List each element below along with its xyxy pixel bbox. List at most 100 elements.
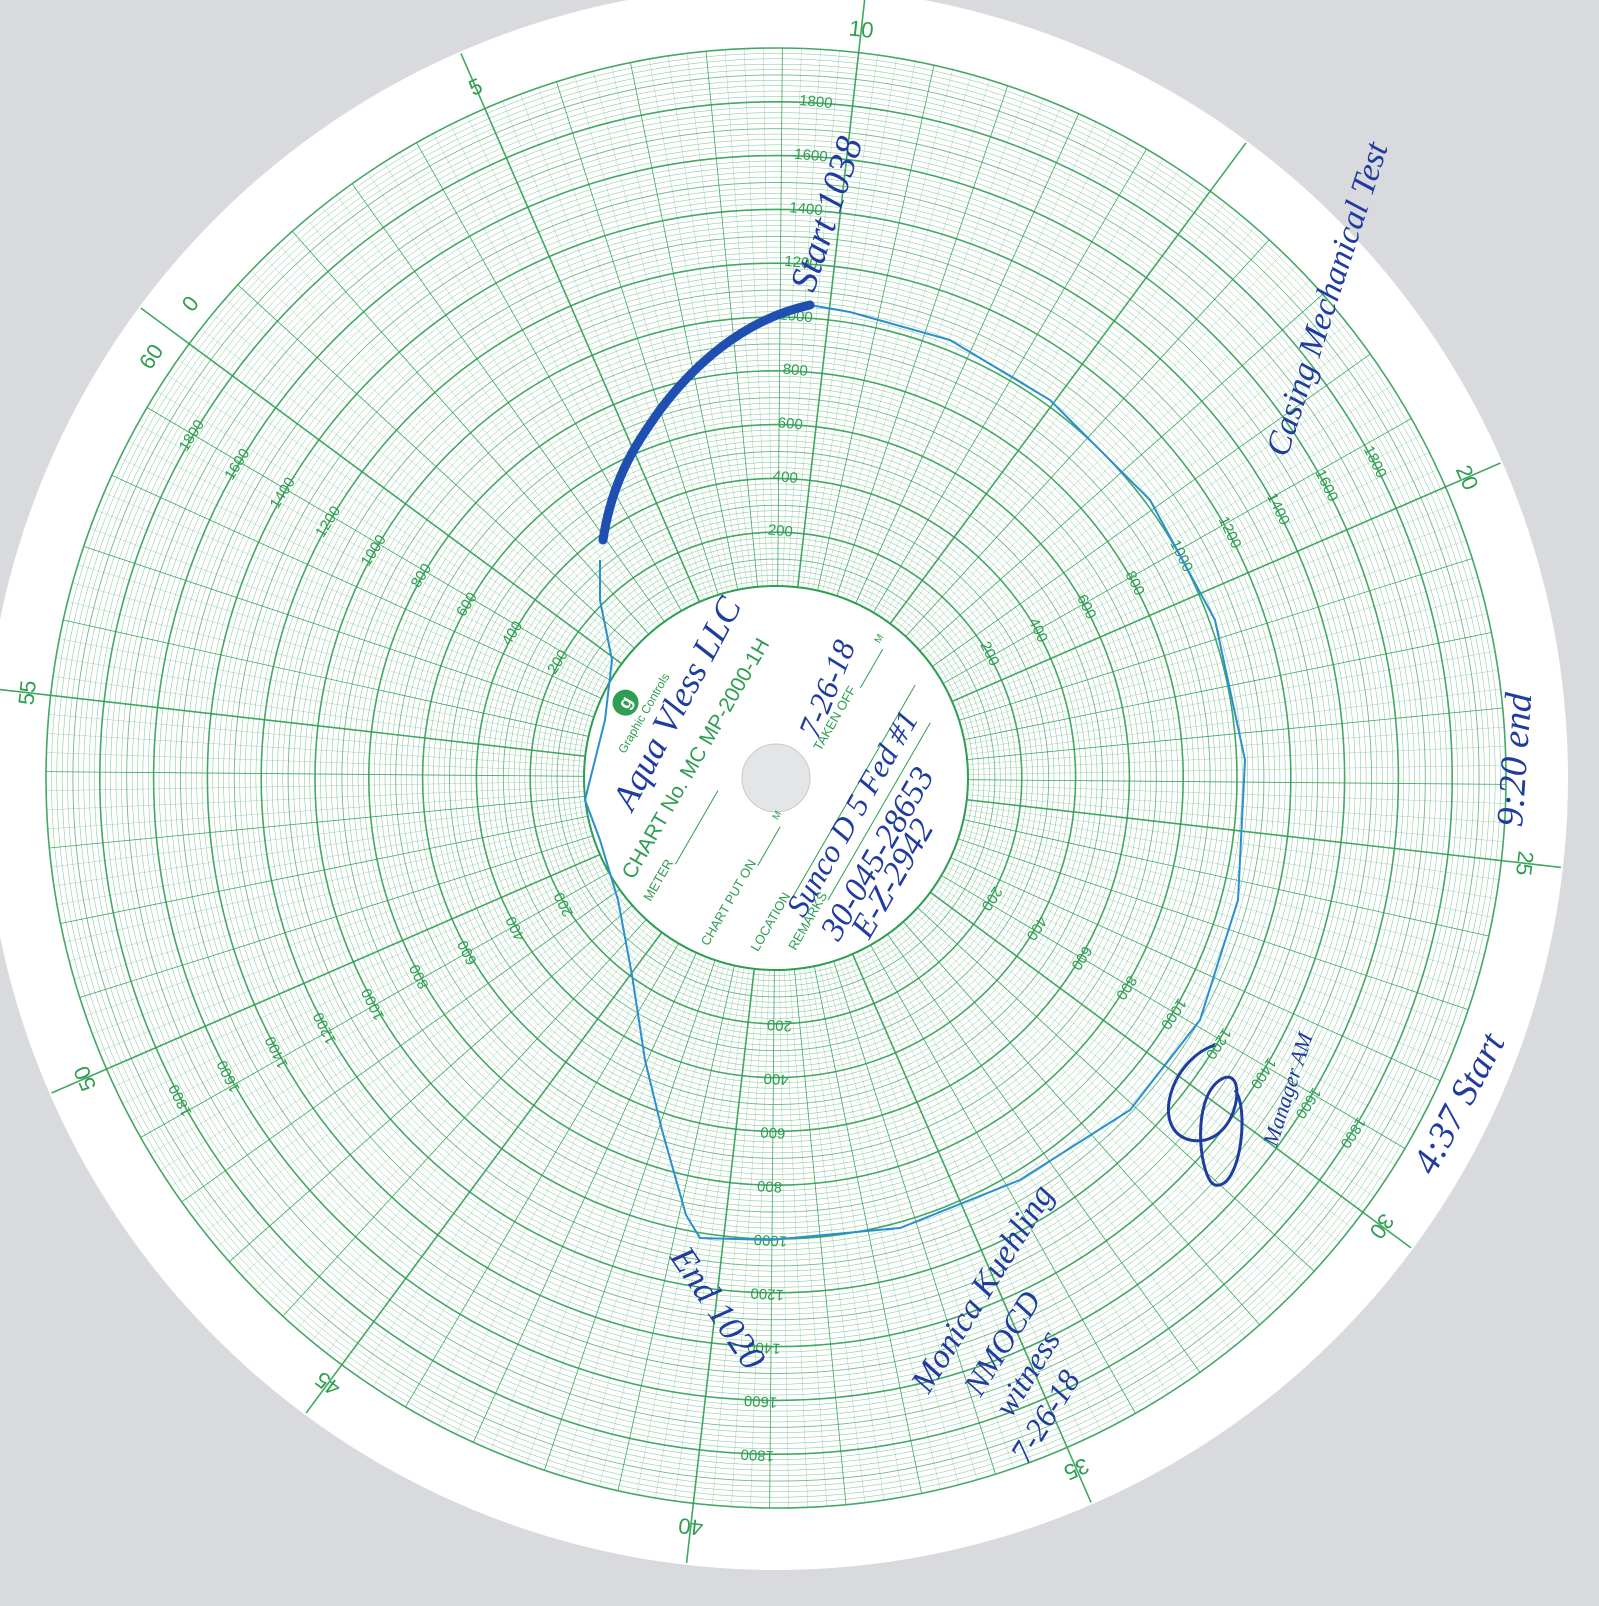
grid-radial bbox=[965, 651, 1495, 745]
grid-radial bbox=[146, 407, 611, 681]
grid-ring bbox=[416, 418, 1136, 1138]
scale-label: 800 bbox=[782, 361, 808, 380]
grid-radial bbox=[389, 940, 675, 1398]
grid-radial bbox=[920, 903, 1328, 1258]
grid-ring bbox=[502, 504, 1050, 1052]
grid-ring bbox=[304, 306, 1248, 1250]
grid-ring bbox=[492, 494, 1060, 1062]
grid-radial bbox=[150, 876, 612, 1155]
logo-circle bbox=[612, 689, 639, 716]
grid-radial bbox=[89, 528, 596, 713]
grid-radial bbox=[864, 130, 1114, 608]
grid-radial bbox=[917, 907, 1315, 1272]
grid-radial bbox=[433, 133, 687, 609]
grid-ring bbox=[384, 386, 1168, 1170]
grid-radial bbox=[140, 307, 623, 665]
grid-ring bbox=[56, 58, 1496, 1498]
grid-radial bbox=[964, 632, 1492, 741]
grid-ring bbox=[578, 580, 974, 976]
grid-ring bbox=[352, 354, 1200, 1202]
grid-radial bbox=[952, 852, 1449, 1064]
grid-ring bbox=[573, 575, 979, 981]
grid-ring bbox=[529, 531, 1023, 1025]
grid-ring bbox=[357, 359, 1195, 1197]
grid-radial bbox=[137, 423, 609, 686]
grid-ring bbox=[115, 117, 1437, 1439]
grid-ring bbox=[293, 295, 1259, 1261]
grid-ring bbox=[373, 375, 1179, 1181]
grid-ring bbox=[83, 85, 1469, 1471]
grid-radial bbox=[170, 885, 617, 1187]
grid-radial bbox=[910, 914, 1288, 1299]
grid-radial bbox=[405, 943, 679, 1408]
pen-trace bbox=[583, 304, 1247, 1242]
grid-radial bbox=[883, 937, 1185, 1384]
grid-radial bbox=[796, 0, 866, 588]
grid-radial bbox=[799, 968, 866, 1503]
grid-radial bbox=[954, 848, 1456, 1046]
grid-radial bbox=[69, 825, 591, 961]
grid-radial bbox=[460, 53, 701, 603]
grid-radial bbox=[49, 796, 585, 849]
grid-radial bbox=[889, 142, 1247, 625]
grid-radial bbox=[599, 964, 730, 1487]
handwritten-end-time: 9:20 end bbox=[1489, 690, 1540, 828]
grid-ring bbox=[524, 526, 1028, 1030]
grid-ring bbox=[475, 477, 1077, 1079]
grid-radial bbox=[966, 688, 1501, 755]
grid-ring bbox=[551, 553, 1001, 1003]
grid-radial bbox=[51, 801, 586, 868]
grid-radial bbox=[181, 889, 620, 1203]
grid-ring bbox=[367, 369, 1185, 1187]
grid-radial bbox=[933, 887, 1375, 1197]
grid-radial bbox=[53, 806, 587, 887]
grid-radial bbox=[47, 733, 585, 767]
grid-radial bbox=[874, 942, 1153, 1404]
grid-radial bbox=[92, 845, 597, 1034]
grid-radial bbox=[83, 545, 595, 718]
grid-radial bbox=[47, 791, 585, 830]
grid-ring bbox=[228, 230, 1324, 1326]
grid-radial bbox=[951, 462, 1501, 703]
grid-radial bbox=[873, 148, 1147, 613]
signature bbox=[1166, 1043, 1244, 1187]
grid-ring bbox=[481, 483, 1071, 1073]
grid-radial bbox=[856, 951, 1085, 1440]
grid-ring bbox=[94, 96, 1458, 1460]
grid-radial bbox=[924, 899, 1340, 1243]
grid bbox=[0, 0, 1562, 1564]
grid-ring bbox=[513, 515, 1039, 1041]
grid-radial bbox=[929, 891, 1412, 1249]
grid-radial bbox=[957, 540, 1467, 716]
grid-radial bbox=[902, 921, 1261, 1326]
grid-ring bbox=[121, 123, 1431, 1433]
grid-radial bbox=[938, 879, 1396, 1165]
grid-radial bbox=[782, 48, 802, 587]
grid-radial bbox=[264, 257, 642, 642]
grid-ring bbox=[131, 133, 1421, 1423]
grid-radial bbox=[819, 965, 941, 1490]
grid-radial bbox=[96, 510, 598, 708]
grid-radial bbox=[686, 53, 753, 588]
scale-label: 1800 bbox=[799, 92, 834, 112]
grid-radial bbox=[119, 457, 604, 694]
grid-ring bbox=[519, 521, 1033, 1035]
grid-radial bbox=[922, 308, 1336, 655]
grid-radial bbox=[216, 901, 630, 1248]
grid-ring bbox=[395, 397, 1157, 1159]
grid-ring bbox=[223, 225, 1329, 1331]
minute-label: 25 bbox=[1511, 850, 1539, 877]
grid-radial bbox=[177, 359, 619, 669]
grid-radial bbox=[967, 784, 1506, 804]
grid-radial bbox=[959, 833, 1475, 992]
grid-radial bbox=[823, 963, 959, 1485]
grid-radial bbox=[724, 49, 763, 587]
grid-radial bbox=[891, 931, 1216, 1362]
grid-radial bbox=[822, 69, 953, 592]
grid-radial bbox=[140, 872, 610, 1138]
grid-ring bbox=[287, 289, 1265, 1267]
grid-ring bbox=[137, 139, 1415, 1417]
grid-radial bbox=[802, 55, 878, 588]
grid-radial bbox=[574, 76, 724, 594]
grid-radial bbox=[957, 838, 1469, 1011]
